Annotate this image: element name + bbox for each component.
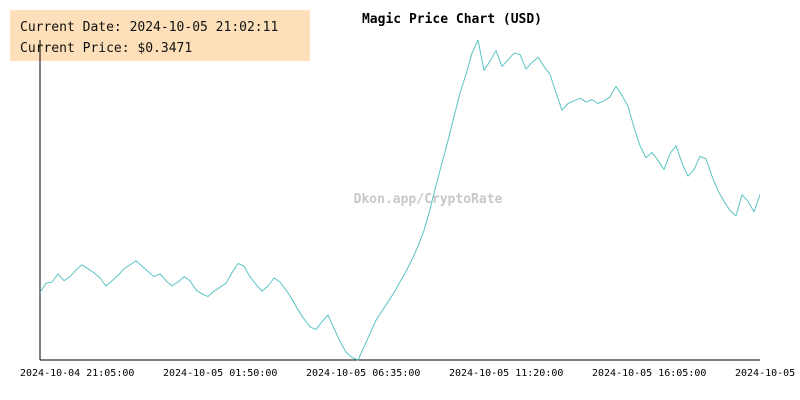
x-tick-label: 2024-10-05 06:35:00 <box>306 368 420 379</box>
current-price-label: Current Price: <box>20 41 130 56</box>
x-tick-label: 2024-10-05 01:50:00 <box>163 368 277 379</box>
series-layer <box>39 39 761 361</box>
x-axis-ticks: 2024-10-04 21:05:00 2024-10-05 01:50:00 20… <box>20 368 795 379</box>
watermark-text: Dkon.app/CryptoRate <box>354 192 503 207</box>
x-tick-label: 2024-10-05 11:20:00 <box>449 368 563 379</box>
current-price-line: Current Price: $0.3471 <box>20 38 310 59</box>
chart-title: Magic Price Chart (USD) <box>362 12 542 27</box>
x-tick-label: 2024-10-04 21:05:00 <box>20 368 134 379</box>
current-date-label: Current Date: <box>20 20 122 35</box>
x-tick-label: 2024-10-05 16:05:00 <box>592 368 706 379</box>
current-date-value: 2024-10-05 21:02:11 <box>129 20 279 35</box>
current-info-box: Current Date: 2024-10-05 21:02:11 Curren… <box>10 10 310 61</box>
price-series-line <box>39 39 761 361</box>
current-date-line: Current Date: 2024-10-05 21:02:11 <box>20 17 310 38</box>
x-tick-label: 2024-10-05 <box>735 368 795 379</box>
chart-axes <box>39 40 760 361</box>
current-price-value: $0.3471 <box>137 41 193 56</box>
